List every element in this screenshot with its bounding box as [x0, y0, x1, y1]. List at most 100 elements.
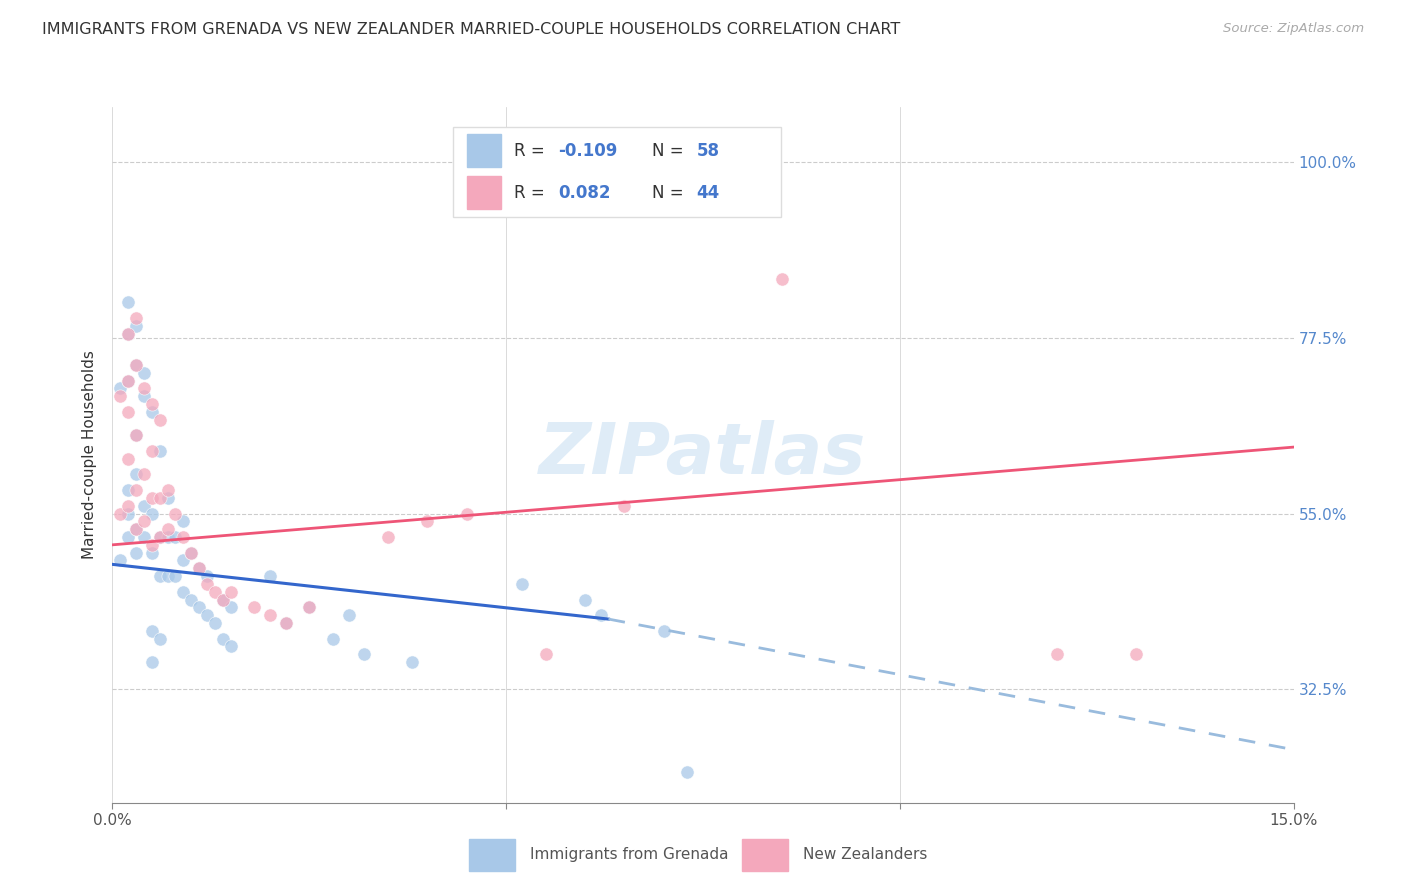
Point [149, 413, 172, 427]
Point [141, 397, 163, 411]
Point [180, 592, 202, 607]
Point [117, 530, 139, 544]
FancyBboxPatch shape [453, 127, 780, 217]
Text: 44: 44 [696, 184, 720, 202]
Point [195, 577, 218, 591]
Point [613, 499, 636, 513]
Point [117, 451, 139, 466]
Point [172, 530, 194, 544]
Point [149, 569, 172, 583]
Point [401, 655, 423, 669]
Point [456, 507, 478, 521]
Point [125, 522, 148, 536]
Point [117, 295, 139, 310]
Point [132, 514, 155, 528]
Point [172, 584, 194, 599]
Point [188, 600, 211, 615]
Point [125, 358, 148, 372]
Point [274, 615, 297, 630]
Point [141, 491, 163, 505]
Text: -0.109: -0.109 [558, 142, 617, 160]
Text: R =: R = [515, 184, 550, 202]
Point [125, 546, 148, 560]
Point [141, 538, 163, 552]
Text: N =: N = [652, 142, 689, 160]
Point [676, 764, 699, 779]
Point [259, 608, 281, 623]
Point [141, 405, 163, 419]
Point [149, 491, 172, 505]
Point [243, 600, 266, 615]
Point [156, 569, 179, 583]
Point [117, 374, 139, 388]
Point [188, 561, 211, 575]
Point [149, 530, 172, 544]
Point [125, 311, 148, 326]
Point [510, 577, 533, 591]
Point [188, 561, 211, 575]
Text: R =: R = [515, 142, 550, 160]
Point [274, 615, 297, 630]
Point [125, 428, 148, 442]
Point [125, 522, 148, 536]
Point [180, 546, 202, 560]
Point [219, 584, 242, 599]
Point [141, 444, 163, 458]
Point [219, 600, 242, 615]
Point [180, 546, 202, 560]
Point [652, 624, 675, 638]
Bar [742, 839, 787, 871]
Point [534, 647, 557, 661]
Point [125, 358, 148, 372]
Point [165, 507, 187, 521]
Point [117, 483, 139, 497]
Point [141, 546, 163, 560]
Point [156, 522, 179, 536]
Point [149, 632, 172, 646]
Bar [467, 134, 501, 167]
Point [149, 530, 172, 544]
Point [117, 507, 139, 521]
Point [125, 318, 148, 333]
Point [574, 592, 596, 607]
Text: New Zealanders: New Zealanders [803, 847, 928, 862]
Point [195, 608, 218, 623]
Point [416, 514, 439, 528]
Point [172, 514, 194, 528]
Point [337, 608, 360, 623]
Point [204, 615, 226, 630]
Point [770, 272, 793, 286]
Text: 58: 58 [696, 142, 720, 160]
Point [1046, 647, 1069, 661]
Point [298, 600, 321, 615]
Point [132, 530, 155, 544]
Point [141, 655, 163, 669]
Text: IMMIGRANTS FROM GRENADA VS NEW ZEALANDER MARRIED-COUPLE HOUSEHOLDS CORRELATION C: IMMIGRANTS FROM GRENADA VS NEW ZEALANDER… [42, 22, 900, 37]
Point [117, 374, 139, 388]
Point [204, 584, 226, 599]
Point [172, 553, 194, 567]
Point [211, 592, 233, 607]
Point [322, 632, 344, 646]
Point [117, 405, 139, 419]
Point [110, 382, 132, 396]
Point [156, 530, 179, 544]
Point [125, 483, 148, 497]
Point [117, 326, 139, 341]
Point [165, 530, 187, 544]
Bar [467, 177, 501, 210]
Text: 0.082: 0.082 [558, 184, 610, 202]
Point [211, 592, 233, 607]
Point [132, 467, 155, 482]
Point [132, 389, 155, 403]
Point [589, 608, 612, 623]
Point [259, 569, 281, 583]
Point [149, 444, 172, 458]
Point [141, 507, 163, 521]
Point [377, 530, 399, 544]
Point [110, 389, 132, 403]
Text: Source: ZipAtlas.com: Source: ZipAtlas.com [1223, 22, 1364, 36]
Point [211, 632, 233, 646]
Point [141, 624, 163, 638]
Point [165, 569, 187, 583]
